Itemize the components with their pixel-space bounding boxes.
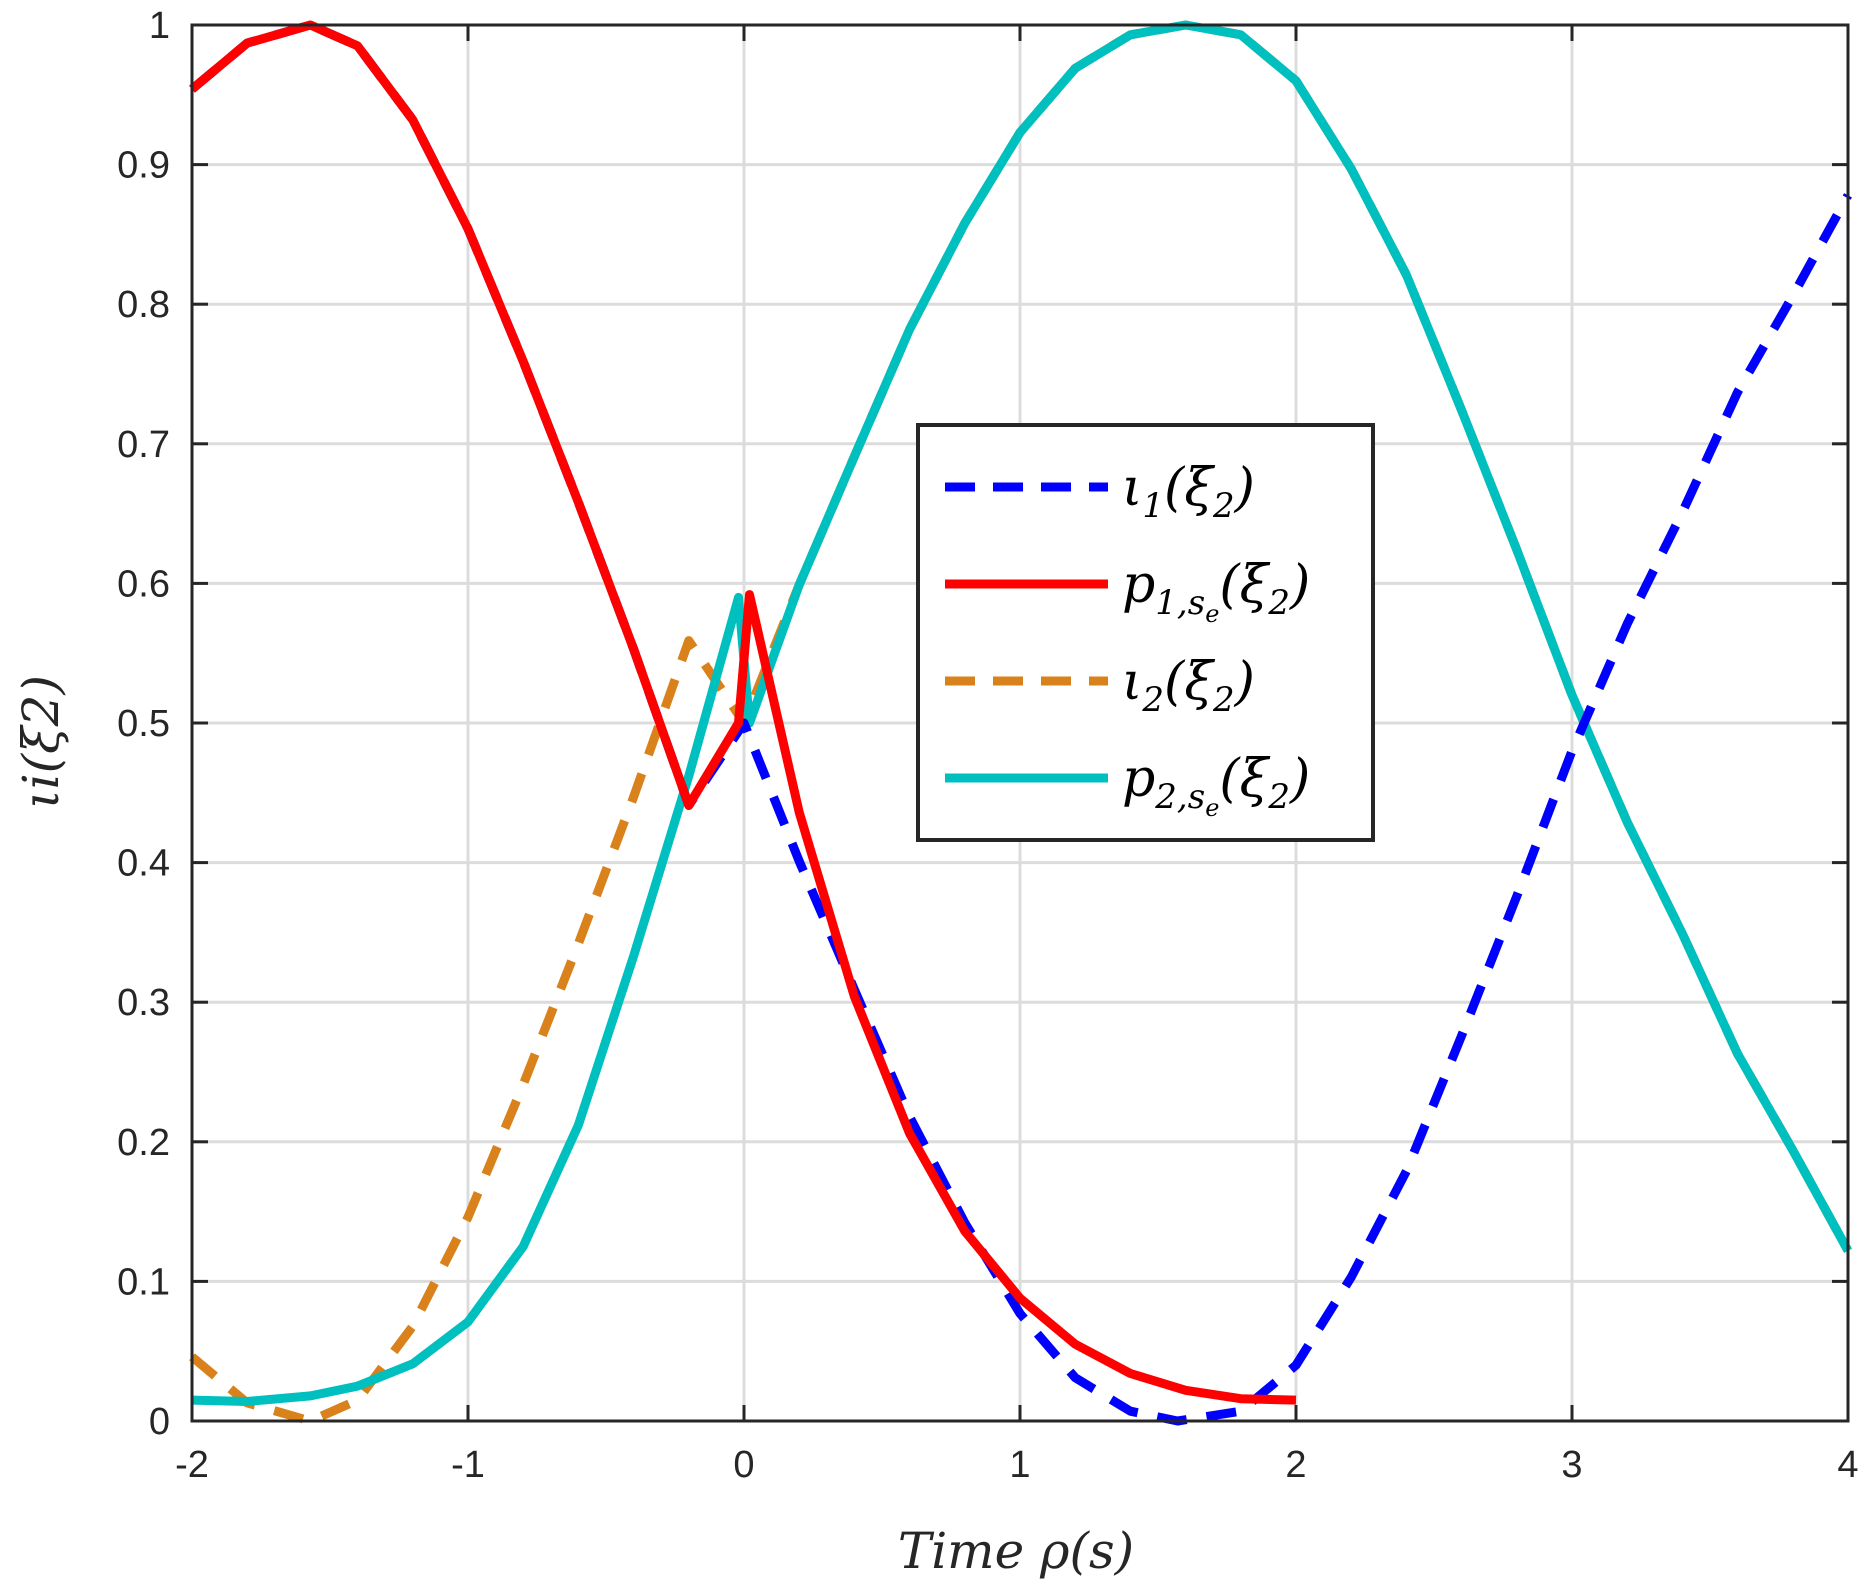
x-tick-label: 4 — [1837, 1444, 1858, 1486]
legend-label-3: ι2(ξ2) — [1122, 652, 1255, 720]
y-tick-label: 0.8 — [117, 284, 170, 326]
y-tick-labels: 0 0.1 0.2 0.3 0.4 0.5 0.6 0.7 0.8 0.9 1 — [117, 5, 170, 1443]
y-tick-label: 0.6 — [117, 563, 170, 605]
x-tick-labels: -2 -1 0 1 2 3 4 — [175, 1444, 1858, 1486]
series-line-4 — [191, 20, 1852, 1406]
y-tick-label: 0.5 — [117, 703, 170, 745]
series-line-2 — [189, 20, 1297, 1405]
x-tick-label: 0 — [733, 1444, 754, 1486]
y-tick-label: 0 — [149, 1401, 170, 1443]
legend-label-1: ι1(ξ2) — [1122, 458, 1255, 526]
series-lines — [189, 20, 1852, 1426]
x-tick-label: -1 — [451, 1444, 485, 1486]
plot-frame — [190, 23, 1850, 1423]
y-tick-label: 0.3 — [117, 982, 170, 1024]
x-tick-label: 2 — [1285, 1444, 1306, 1486]
legend-label-4: p2,se(ξ2) — [1122, 749, 1310, 822]
y-tick-label: 0.2 — [117, 1122, 170, 1164]
legend-box — [916, 423, 1375, 842]
y-axis-label: ιi(ξ2) — [12, 675, 70, 809]
y-tick-label: 0.1 — [117, 1261, 170, 1303]
legend: ι1(ξ2) p1,se(ξ2) ι2(ξ2) p2,se(ξ2) — [916, 423, 1375, 842]
y-tick-label: 0.7 — [117, 424, 170, 466]
y-tick-label: 1 — [149, 5, 170, 47]
x-tick-label: 1 — [1009, 1444, 1030, 1486]
x-tick-label: 3 — [1561, 1444, 1582, 1486]
x-axis-label: Time ρ(s) — [898, 1522, 1134, 1580]
legend-label-2: p1,se(ξ2) — [1122, 555, 1310, 628]
axes-box — [190, 23, 1850, 1423]
y-tick-label: 0.4 — [117, 843, 170, 885]
x-tick-label: -2 — [175, 1444, 209, 1486]
y-tick-label: 0.9 — [117, 145, 170, 187]
